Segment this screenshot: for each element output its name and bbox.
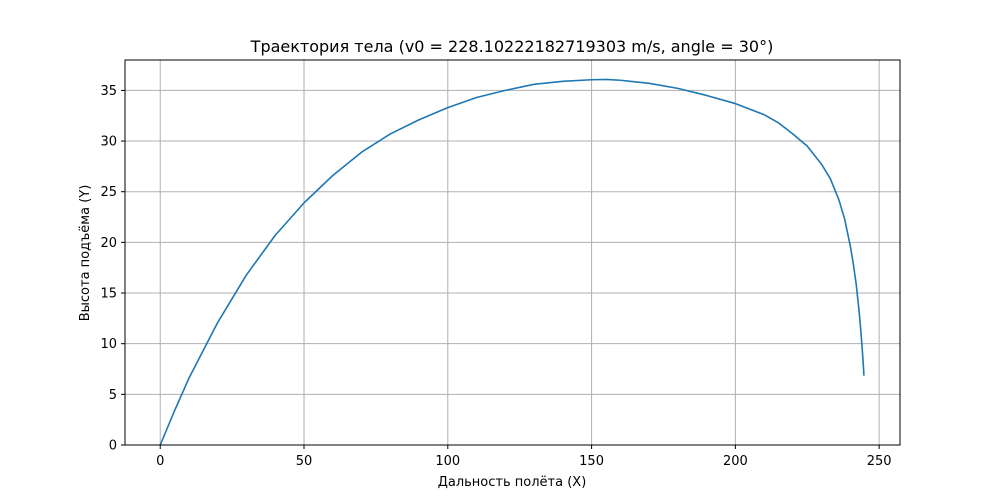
x-tick-label: 150 xyxy=(579,454,604,469)
y-tick-label: 15 xyxy=(100,287,117,302)
y-tick-label: 0 xyxy=(109,439,117,454)
y-tick-label: 5 xyxy=(109,388,117,403)
x-tick-label: 50 xyxy=(296,454,313,469)
tick-layer: 0 50 100 150 200 250 0 5 10 15 20 25 30 35 xyxy=(100,84,891,469)
x-axis-label: Дальность полёта (X) xyxy=(438,475,587,490)
y-tick-label: 10 xyxy=(100,337,117,352)
x-tick-label: 250 xyxy=(867,454,892,469)
y-tick-label: 20 xyxy=(100,236,117,251)
grid-layer xyxy=(125,60,900,446)
x-tick-label: 200 xyxy=(723,454,748,469)
chart-title: Траектория тела (v0 = 228.10222182719303… xyxy=(250,37,774,56)
series-layer xyxy=(159,78,865,446)
trajectory-line xyxy=(159,78,865,446)
axes-frame xyxy=(124,59,901,446)
y-axis-label: Высота подъёма (Y) xyxy=(78,185,93,322)
y-tick-label: 30 xyxy=(100,135,117,150)
y-tick-label: 25 xyxy=(100,185,117,200)
y-tick-label: 35 xyxy=(100,84,117,99)
x-tick-label: 100 xyxy=(435,454,460,469)
x-tick-label: 0 xyxy=(156,454,164,469)
